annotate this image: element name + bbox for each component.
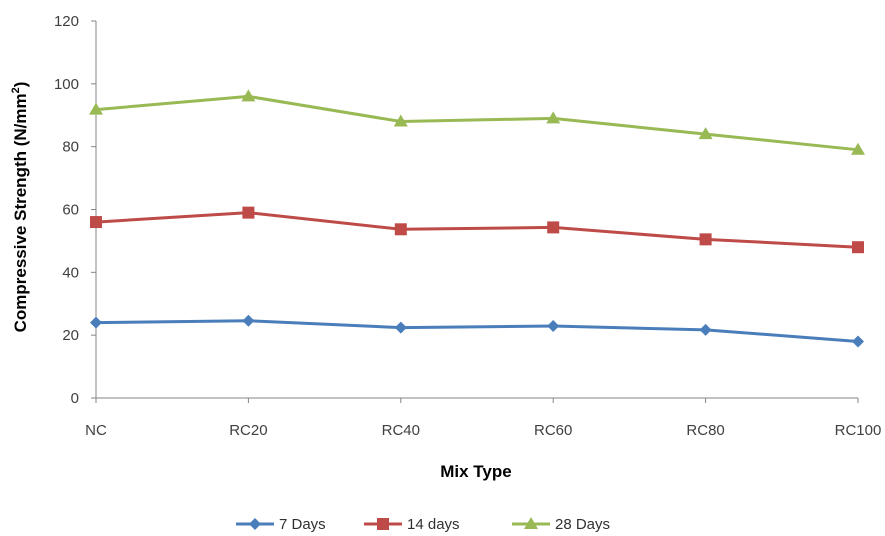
legend-item: 28 Days [512,516,610,533]
data-point [242,315,254,327]
y-tick-label: 20 [62,327,79,344]
data-point [852,335,864,347]
y-tick-label: 40 [62,264,79,281]
x-tick-label: RC80 [686,422,724,439]
data-point [90,317,102,329]
series-line [96,96,858,149]
legend-item: 14 days [364,516,460,533]
x-tick-label: RC100 [835,422,882,439]
data-point [395,322,407,334]
y-tick-label: 0 [71,390,79,407]
legend-label: 7 Days [279,516,326,533]
x-tick-label: RC40 [382,422,420,439]
series-line [96,213,858,248]
legend-marker [377,518,389,530]
legend: 7 Days 14 days 28 Days [236,516,610,533]
series-28-days [89,89,865,154]
x-tick-label: RC60 [534,422,572,439]
y-axis-title-end: ) [11,82,30,88]
series-line [96,321,858,342]
x-axis-title: Mix Type [440,462,511,481]
data-point [547,320,559,332]
series-14-days [90,207,864,254]
data-point [242,207,254,219]
x-tick-label: NC [85,422,107,439]
data-point [547,221,559,233]
legend-label: 14 days [407,516,460,533]
data-point [852,241,864,253]
y-tick-label: 120 [54,13,79,30]
data-point [395,223,407,235]
data-point [700,324,712,336]
series-7-days [90,315,864,348]
y-tick-label: 60 [62,202,79,219]
y-axis-title: Compressive Strength (N/mm2) [10,82,30,333]
legend-item: 7 Days [236,516,326,533]
y-axis: 0 20 40 60 80 100 120 [54,13,96,407]
y-axis-title-main: Compressive Strength (N/mm [11,93,30,332]
legend-marker [249,518,261,530]
data-point [700,233,712,245]
legend-label: 28 Days [555,516,610,533]
y-tick-label: 80 [62,139,79,156]
x-axis: NC RC20 RC40 RC60 RC80 RC100 [85,398,881,439]
y-tick-label: 100 [54,76,79,93]
x-tick-label: RC20 [229,422,267,439]
data-point [90,216,102,228]
series-layer [89,89,865,347]
